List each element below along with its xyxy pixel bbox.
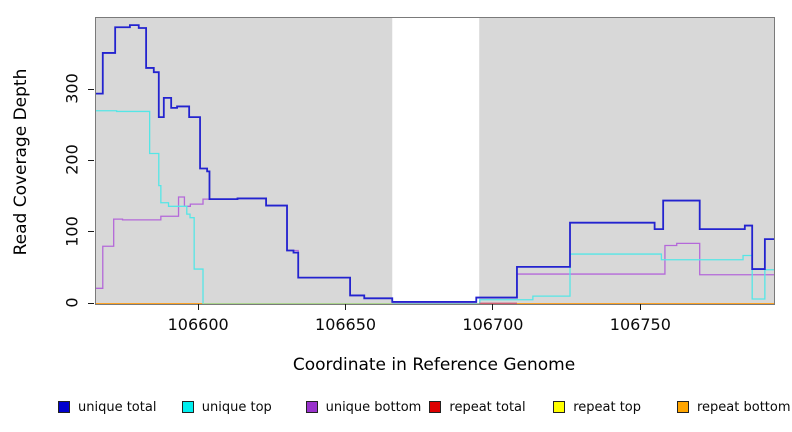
legend-label: unique total <box>78 399 157 415</box>
legend-swatch-icon <box>429 401 442 413</box>
y-axis-tick <box>88 231 94 233</box>
legend-item-repeat-bottom: repeat bottom <box>677 399 791 415</box>
y-axis-title: Read Coverage Depth <box>11 68 31 256</box>
x-axis-tick <box>345 304 347 310</box>
plot-area <box>95 17 775 305</box>
y-axis-tick <box>88 159 94 161</box>
legend-label: unique top <box>201 399 272 415</box>
series-line-unique-top <box>96 110 774 304</box>
legend-label: repeat bottom <box>697 399 791 415</box>
x-axis-tick <box>492 304 494 310</box>
legend-label: repeat top <box>573 399 641 415</box>
x-axis-tick <box>639 304 641 310</box>
x-axis-tick-label: 106650 <box>315 315 377 334</box>
y-axis-tick-label: 200 <box>62 144 82 176</box>
legend-item-repeat-total: repeat total <box>429 399 526 415</box>
x-axis-tick-label: 106700 <box>462 315 524 334</box>
x-axis-title: Coordinate in Reference Genome <box>292 355 576 375</box>
legend-item-repeat-top: repeat top <box>553 399 641 415</box>
x-axis-tick-label: 106750 <box>609 315 671 334</box>
legend-swatch-icon <box>181 401 194 413</box>
y-axis-tick-label: 0 <box>62 297 82 308</box>
no-coverage-gap-region <box>392 18 480 304</box>
y-axis-tick-label: 300 <box>62 73 82 104</box>
legend-swatch-icon <box>553 401 566 413</box>
legend-item-unique-total: unique total <box>58 399 156 415</box>
legend-item-unique-bottom: unique bottom <box>305 399 422 415</box>
legend-swatch-icon <box>677 401 689 413</box>
legend-label: unique bottom <box>325 399 422 415</box>
coverage-series-canvas <box>96 18 774 304</box>
legend-item-unique-top: unique top <box>181 399 272 415</box>
series-line-unique-total <box>96 24 774 303</box>
x-axis-tick-label: 106600 <box>167 315 229 334</box>
legend-swatch-icon <box>58 401 70 413</box>
y-axis-tick-label: 100 <box>62 215 82 247</box>
y-axis-tick <box>88 302 94 304</box>
y-axis-tick <box>88 88 94 90</box>
legend-swatch-icon <box>305 401 318 413</box>
legend-label: repeat total <box>449 399 526 415</box>
x-axis-tick <box>197 304 199 310</box>
